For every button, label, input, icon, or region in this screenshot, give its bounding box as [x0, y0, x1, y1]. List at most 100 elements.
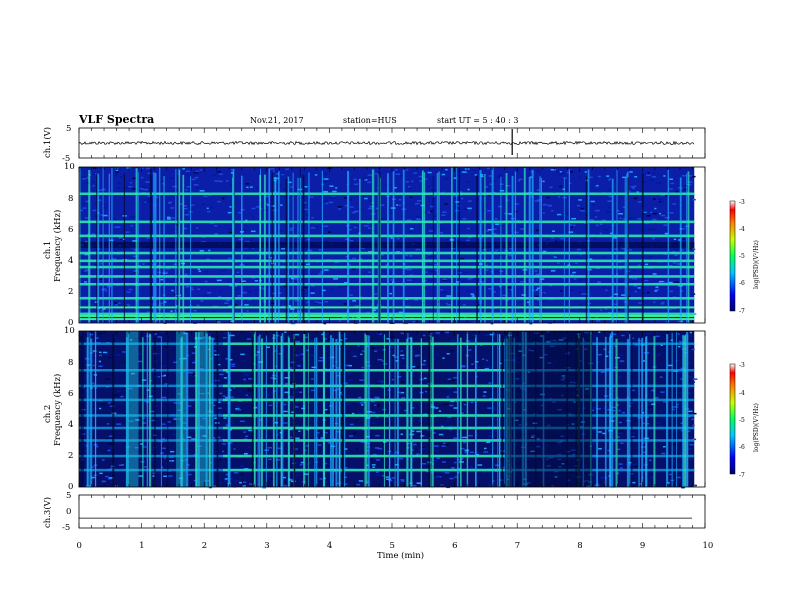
spectrogram-speckle — [423, 435, 426, 438]
spectrogram-speckle — [669, 212, 674, 214]
spectrogram-speckle — [277, 230, 283, 232]
spectrogram-speckle — [475, 366, 481, 368]
spectrogram-speckle — [384, 258, 389, 260]
harmonic-line-strong — [222, 426, 505, 430]
spectrogram-speckle — [441, 191, 445, 194]
spectrogram-speckle — [397, 376, 402, 378]
spectrogram-speckle — [254, 406, 258, 409]
spectrogram-speckle — [313, 420, 318, 422]
spectrogram-speckle — [542, 212, 545, 214]
spectrogram-speckle — [488, 435, 492, 438]
harmonic-line-strong — [222, 414, 505, 417]
spectrogram-speckle — [138, 456, 142, 459]
spectrogram-speckle — [202, 417, 206, 420]
spectrogram-speckle — [126, 291, 131, 293]
spectrogram-speckle — [442, 279, 447, 281]
spectrogram-speckle — [101, 403, 106, 406]
spectrogram-speckle — [673, 238, 677, 240]
spectrogram-speckle — [355, 419, 358, 421]
sferic-streak — [302, 174, 305, 323]
spectrogram-speckle — [274, 350, 277, 352]
spectrogram-speckle — [343, 483, 348, 485]
spectrogram-speckle — [610, 232, 613, 235]
spectrogram-speckle — [117, 262, 122, 264]
spectrogram-speckle — [446, 280, 452, 282]
spectrogram-speckle — [265, 451, 269, 454]
spectrogram-speckle — [99, 167, 103, 169]
spectrogram-speckle — [619, 430, 624, 432]
spectrogram-speckle — [201, 236, 206, 238]
spectrogram-speckle — [129, 181, 133, 184]
spectrogram-speckle — [371, 347, 376, 349]
spectrogram-speckle — [212, 380, 216, 382]
spectrogram-speckle — [361, 404, 364, 406]
spectrogram-speckle — [630, 185, 636, 188]
spectrogram-speckle — [568, 171, 573, 173]
spectrogram-speckle — [569, 289, 574, 292]
spectrogram-speckle — [468, 340, 474, 342]
spectrogram-speckle — [305, 263, 310, 266]
spectrogram-speckle — [671, 443, 677, 446]
spectrogram-speckle — [535, 273, 541, 275]
spectrogram-speckle — [428, 230, 434, 232]
spectrogram-speckle — [420, 435, 425, 437]
harmonic-line-strong — [79, 251, 695, 255]
spectrogram-speckle — [654, 290, 658, 292]
spectrogram-speckle — [196, 187, 199, 189]
spectrogram-speckle — [485, 264, 489, 267]
spectrogram-speckle — [558, 239, 561, 241]
spectrogram-speckle — [425, 470, 430, 473]
spectrogram-speckle — [357, 311, 360, 314]
spectrogram-speckle — [112, 218, 117, 221]
spectrogram-speckle — [520, 281, 524, 283]
spectrogram-speckle — [161, 375, 166, 377]
spectrogram-speckle — [285, 168, 289, 170]
spectrogram-speckle — [510, 352, 515, 355]
spectrogram-speckle — [537, 305, 540, 307]
sferic-streak — [299, 177, 302, 323]
spectrogram-speckle — [507, 290, 512, 292]
sferic-streak — [432, 176, 434, 323]
spectrogram-speckle — [310, 346, 314, 348]
spectrogram-speckle — [427, 211, 431, 214]
spectrogram-speckle — [190, 204, 195, 206]
spectrogram-speckle — [392, 457, 396, 459]
spectrogram-speckle — [396, 204, 399, 206]
spectrogram-speckle — [367, 181, 372, 184]
ch1-freq-tick-8: 8 — [68, 194, 73, 204]
spectrogram-speckle — [333, 278, 339, 280]
spectrogram-speckle — [228, 359, 233, 361]
spectrogram-speckle — [234, 278, 237, 281]
spectrogram-speckle — [281, 248, 286, 250]
spectrogram-speckle — [428, 263, 434, 266]
spectrogram-speckle — [173, 418, 177, 420]
spectrogram-speckle — [192, 361, 196, 364]
spectrogram-speckle — [662, 394, 666, 396]
sferic-streak — [582, 337, 585, 487]
spectrogram-speckle — [665, 320, 669, 323]
spectrogram-speckle — [526, 459, 532, 461]
spectrogram-speckle — [212, 305, 217, 308]
spectrogram-speckle — [467, 207, 472, 210]
spectrogram-speckle — [461, 457, 464, 459]
spectrogram-speckle — [441, 471, 445, 473]
spectrogram-speckle — [225, 396, 229, 399]
spectrogram-speckle — [400, 391, 405, 394]
spectrogram-speckle — [437, 333, 440, 336]
spectrogram-speckle — [506, 277, 511, 279]
spectrogram-speckle — [324, 301, 328, 303]
spectrogram-speckle — [674, 254, 678, 256]
spectrogram-speckle — [171, 289, 174, 292]
spectrogram-speckle — [599, 309, 603, 311]
ch3-ylabel: ch.3(V) — [42, 497, 53, 528]
sferic-streak — [287, 176, 290, 323]
spectrogram-speckle — [540, 300, 546, 302]
sferic-streak — [177, 175, 179, 323]
spectrogram-speckle — [352, 355, 357, 358]
sferic-streak — [378, 171, 381, 323]
spectrogram-speckle — [359, 281, 365, 283]
spectrogram-speckle — [195, 170, 199, 173]
spectrogram-speckle — [535, 295, 539, 298]
sferic-streak — [383, 334, 386, 487]
spectrogram-speckle — [672, 262, 677, 264]
